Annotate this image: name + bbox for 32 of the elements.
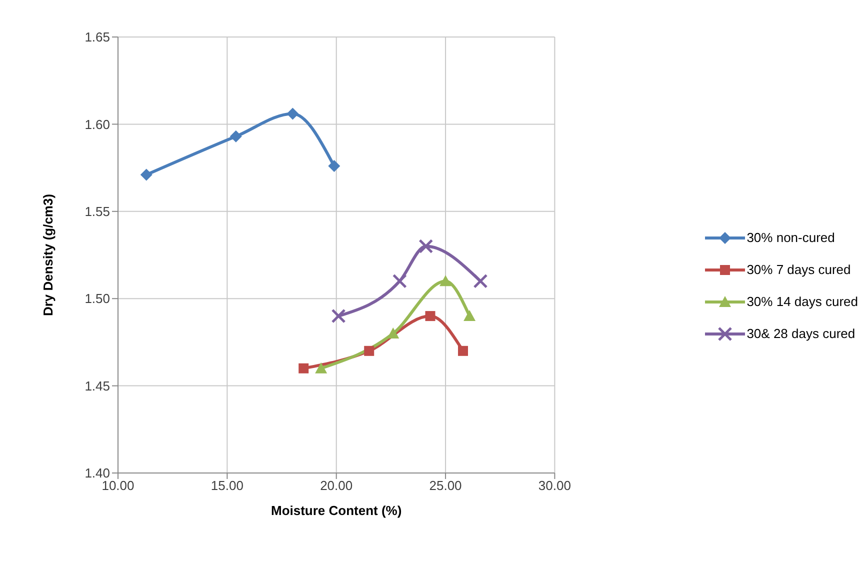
legend-label: 30& 28 days cured: [746, 326, 856, 341]
point: [425, 311, 436, 322]
point: [392, 274, 407, 288]
y-axis-title: Dry Density (g/cm3): [40, 194, 56, 316]
y-tick-label: 1.40: [84, 466, 110, 481]
point: [440, 275, 452, 286]
point: [328, 160, 340, 172]
point: [286, 108, 299, 120]
legend-label: 30% non-cured: [746, 230, 835, 245]
point: [315, 362, 328, 374]
y-tick-label: 1.65: [84, 30, 110, 45]
legend-label: 30% 7 days cured: [746, 262, 851, 277]
x-tick-label: 25.00: [429, 478, 462, 494]
x-tick-label: 15.00: [210, 478, 244, 494]
point: [464, 310, 476, 322]
point: [140, 168, 152, 181]
point: [364, 346, 374, 356]
point: [230, 130, 242, 142]
point: [473, 274, 488, 288]
x-tick-label: 20.00: [320, 478, 353, 494]
y-tick-label: 1.55: [84, 204, 110, 220]
point: [298, 363, 309, 374]
y-tick-label: 1.60: [84, 116, 110, 132]
point: [418, 239, 434, 254]
legend-label: 30% 14 days cured: [746, 294, 858, 309]
x-axis-title: Moisture Content (%): [270, 503, 402, 518]
y-tick-label: 1.45: [84, 378, 110, 394]
y-tick-label: 1.50: [84, 291, 110, 306]
x-tick-label: 30.00: [538, 478, 571, 494]
point: [458, 346, 468, 356]
x-tick-label: 10.00: [102, 478, 134, 494]
point: [331, 308, 346, 324]
